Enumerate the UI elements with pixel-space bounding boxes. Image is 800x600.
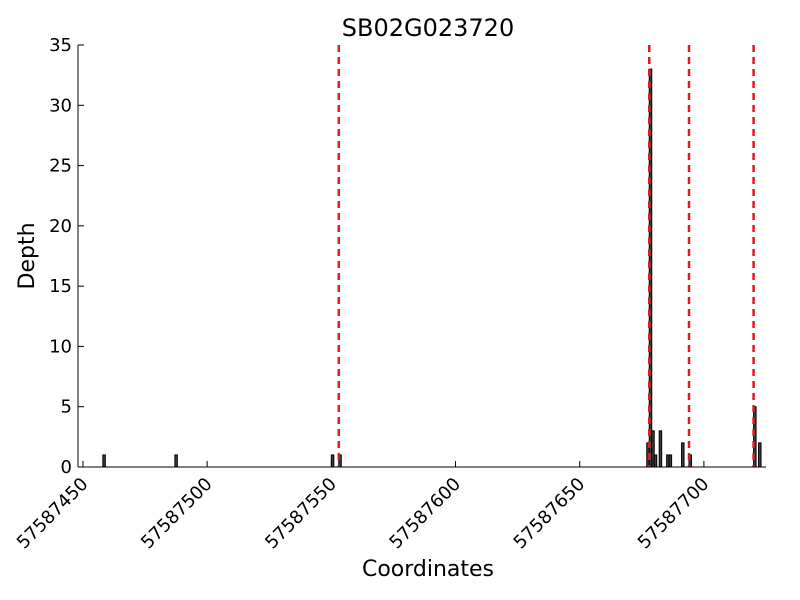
- x-tick-label: 57587550: [261, 474, 341, 554]
- x-tick-label: 57587500: [137, 474, 217, 554]
- x-tick-label: 57587700: [634, 474, 714, 554]
- bar: [174, 454, 178, 468]
- bar: [653, 454, 658, 468]
- bar: [758, 442, 762, 468]
- y-tick-label: 15: [49, 276, 72, 297]
- bar: [681, 442, 685, 468]
- bar: [668, 454, 673, 468]
- y-tick-label: 25: [49, 156, 72, 177]
- y-tick-label: 30: [49, 95, 72, 116]
- y-tick-label: 20: [49, 216, 72, 237]
- y-tick-label: 10: [49, 336, 72, 357]
- bar: [102, 454, 106, 468]
- x-tick-label: 57587650: [510, 474, 590, 554]
- y-tick-label: 35: [49, 35, 72, 56]
- x-axis-label: Coordinates: [362, 557, 494, 582]
- x-tick-label: 57587450: [13, 474, 93, 554]
- y-tick-label: 0: [61, 457, 72, 478]
- chart-title: SB02G023720: [342, 14, 514, 42]
- y-axis-label: Depth: [15, 222, 40, 289]
- y-tick-label: 5: [61, 397, 72, 418]
- x-tick-label: 57587600: [385, 474, 465, 554]
- bar: [658, 430, 663, 468]
